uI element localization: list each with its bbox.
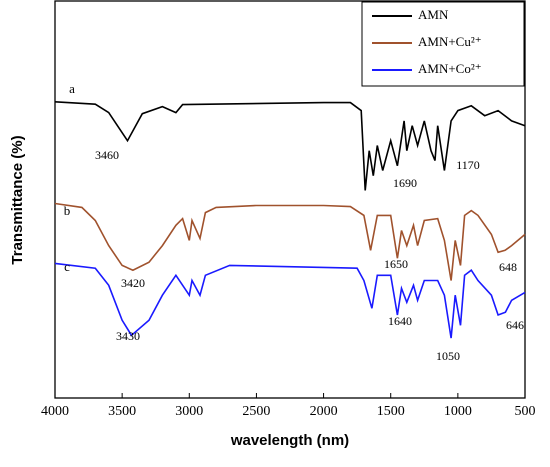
curve-label: b — [64, 203, 71, 218]
peak-label: 1690 — [393, 176, 417, 190]
peak-label: 3430 — [116, 329, 140, 343]
x-tick-label: 2000 — [310, 404, 338, 419]
x-tick-label: 3500 — [108, 404, 136, 419]
x-tick-label: 4000 — [41, 404, 69, 419]
y-axis-title: Transmittance (%) — [9, 135, 26, 264]
peak-label: 1640 — [388, 314, 412, 328]
x-tick-label: 1000 — [444, 404, 472, 419]
legend-label: AMN+Co²⁺ — [418, 61, 482, 76]
x-tick-label: 3000 — [175, 404, 203, 419]
spectrum-line — [54, 262, 526, 339]
peak-label: 1050 — [436, 349, 460, 363]
spectrum-line — [54, 101, 526, 191]
peak-label: 646 — [506, 318, 524, 332]
peak-label: 648 — [499, 260, 517, 274]
x-tick-label: 1500 — [377, 404, 405, 419]
legend-label: AMN+Cu²⁺ — [418, 34, 482, 49]
spectrum-line — [54, 202, 526, 281]
curve-label: a — [69, 81, 75, 96]
x-tick-label: 500 — [515, 404, 536, 419]
peak-label: 1170 — [456, 158, 480, 172]
curve-label: c — [64, 259, 70, 274]
peak-label: 3460 — [95, 148, 119, 162]
peak-label: 3420 — [121, 276, 145, 290]
x-tick-label: 2500 — [242, 404, 270, 419]
x-axis-title: wavelength (nm) — [230, 432, 349, 449]
legend-label: AMN — [418, 7, 449, 22]
peak-label: 1650 — [384, 257, 408, 271]
plot-frame — [54, 0, 526, 399]
